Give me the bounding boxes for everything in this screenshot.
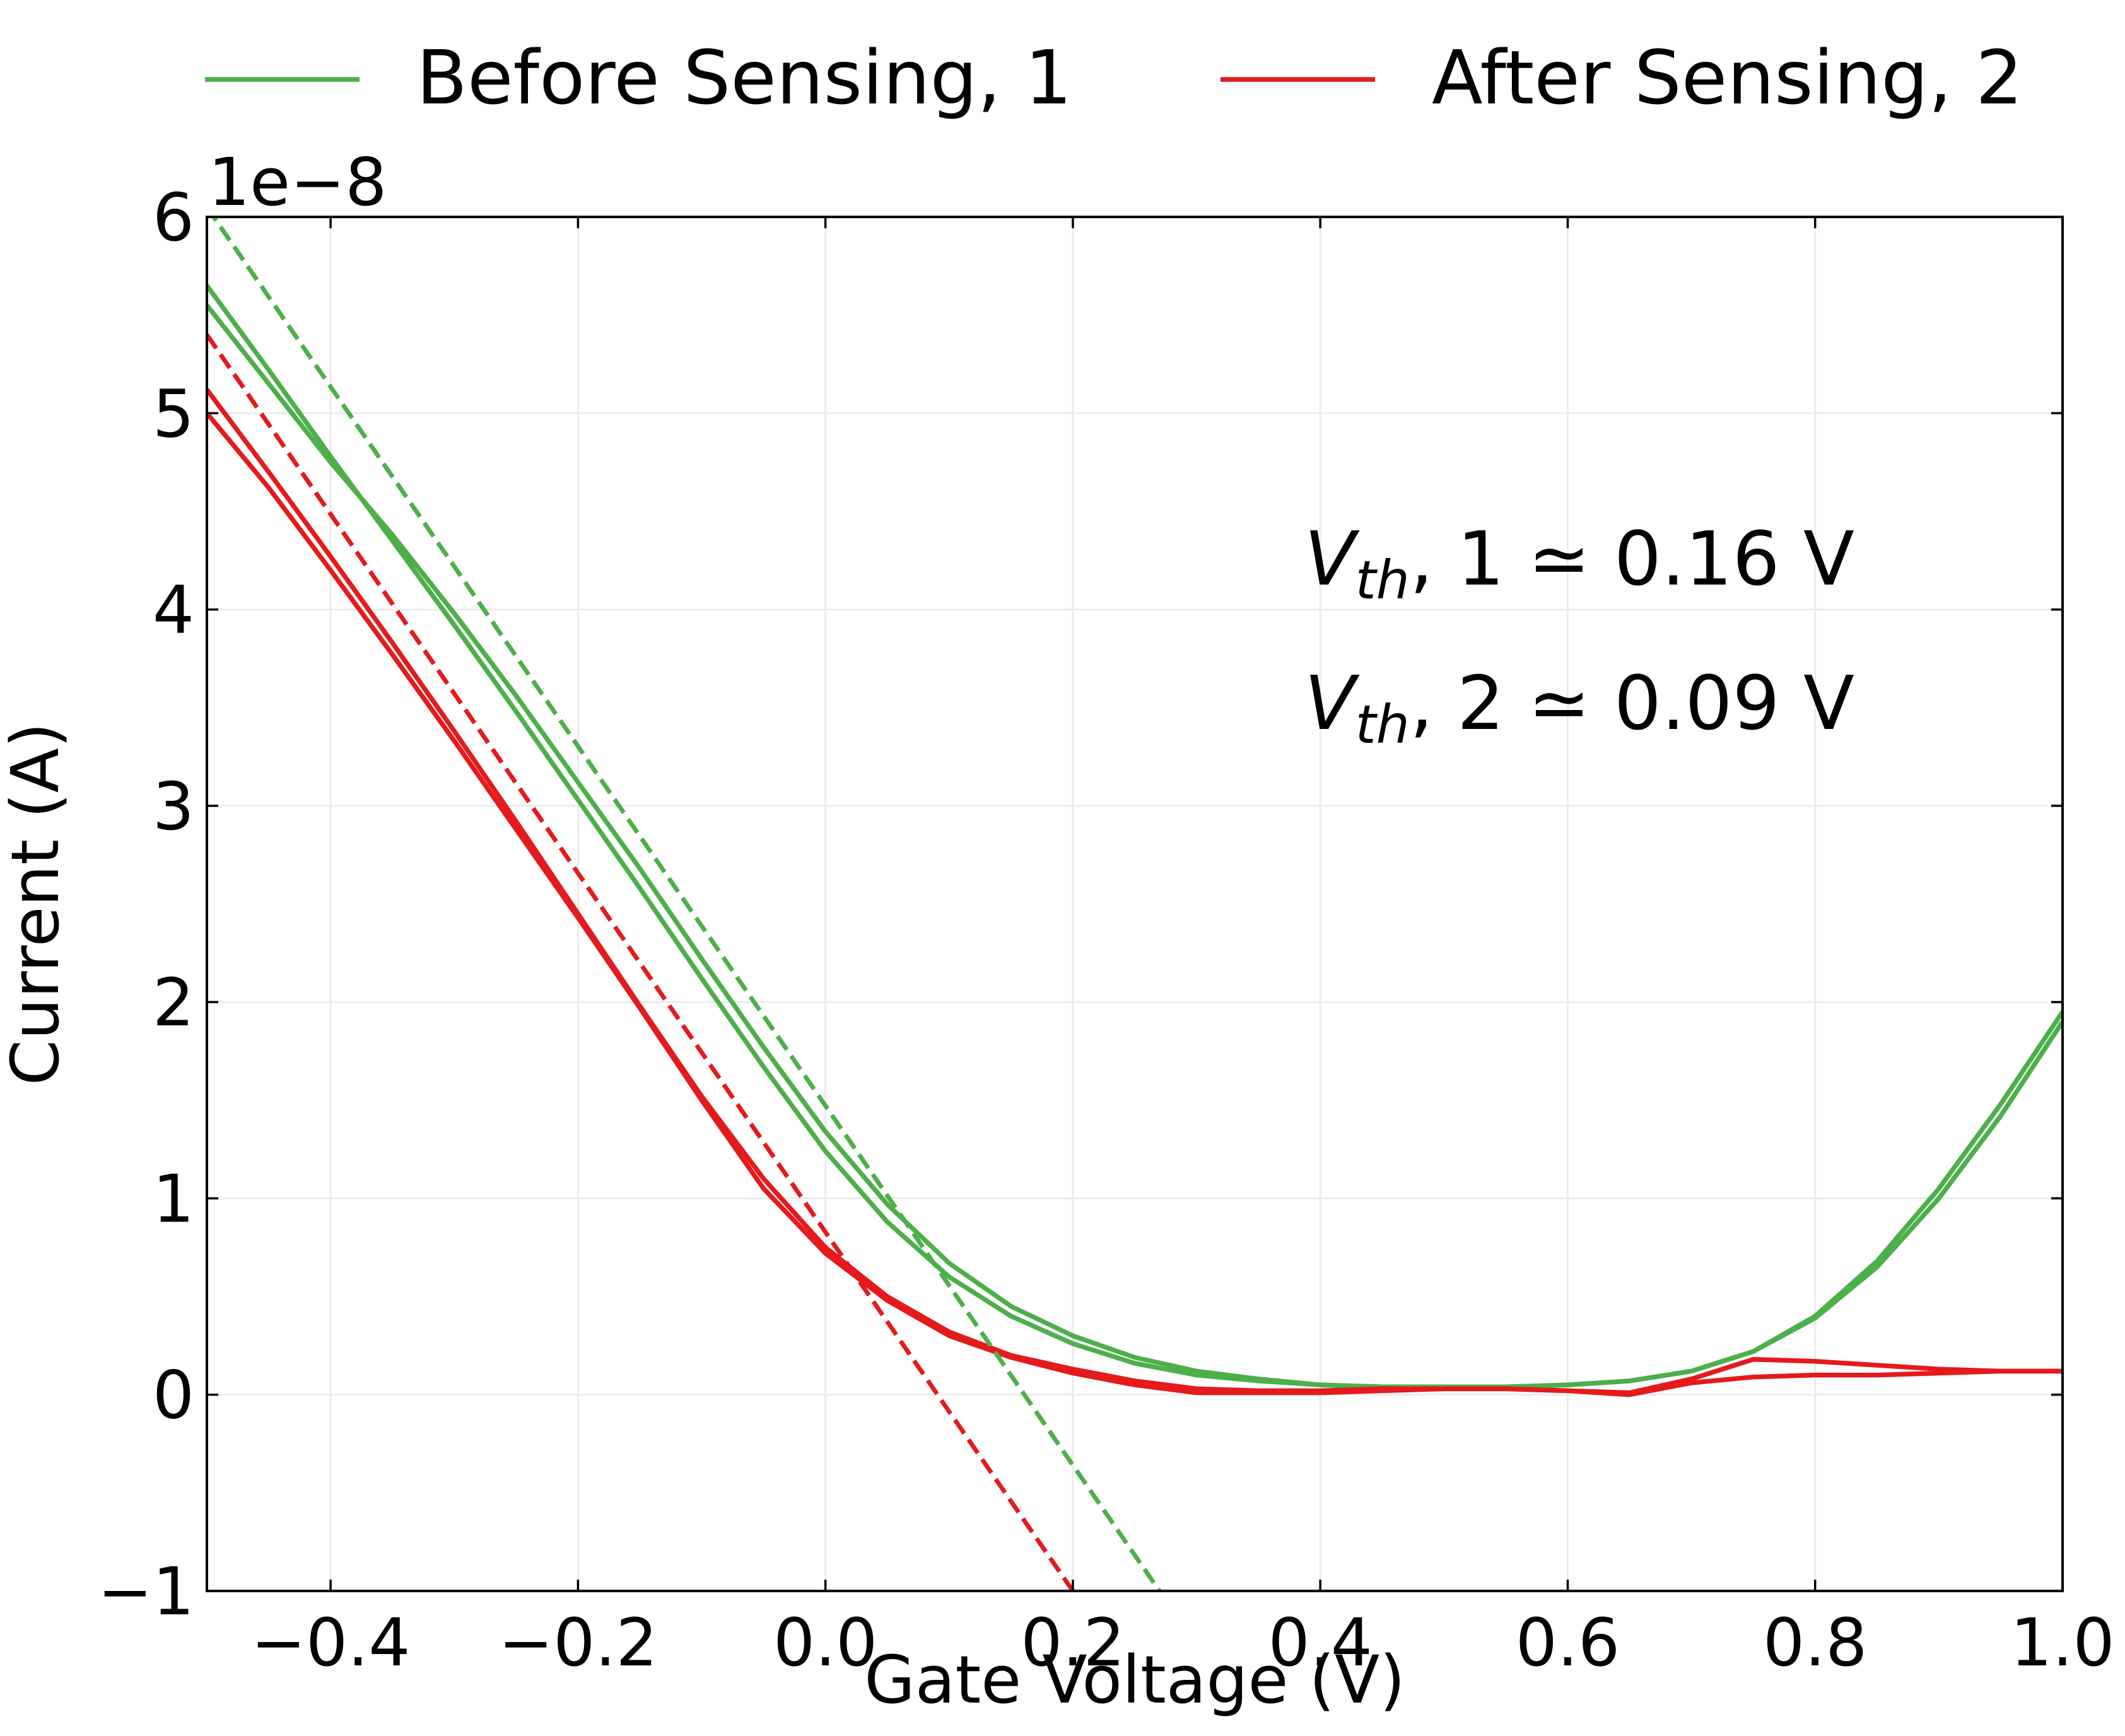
legend-label-0: Before Sensing, 1 [416, 34, 1072, 121]
y-tick-label: 3 [153, 768, 194, 845]
x-tick-label: 1.0 [2010, 1604, 2114, 1681]
x-axis-label: Gate Voltage (V) [864, 1641, 1405, 1718]
y-tick-label: 4 [153, 572, 194, 649]
series-line-2 [207, 388, 2063, 1395]
legend: Before Sensing, 1 After Sensing, 2 [205, 34, 2023, 121]
y-tick-label: 6 [153, 179, 194, 256]
ticks [207, 216, 2064, 1592]
x-tick-label: −0.2 [498, 1604, 658, 1681]
x-tick-label: 0.2 [1021, 1604, 1125, 1681]
x-tick-label: −0.4 [251, 1604, 411, 1681]
series-line-1 [207, 303, 2063, 1390]
y-offset-label: 1e−8 [208, 144, 387, 221]
plot-lines [207, 217, 2063, 1591]
series-line-3 [207, 411, 2063, 1397]
vth-annotation-0: Vth, 1 ≃ 0.16 V [1304, 515, 1854, 611]
y-tick-label: 2 [153, 964, 194, 1041]
x-tick-label: 0.0 [773, 1604, 877, 1681]
x-tick-label: 0.8 [1763, 1604, 1867, 1681]
y-axis-label: Current (A) [0, 723, 74, 1086]
y-tick-label: 1 [153, 1160, 194, 1237]
legend-label-1: After Sensing, 2 [1432, 34, 2023, 121]
series-line-4 [211, 217, 1162, 1591]
plot-frame [206, 216, 2064, 1592]
y-tick-label: 0 [153, 1357, 194, 1434]
x-tick-label: 0.6 [1516, 1604, 1620, 1681]
x-tick-label: 0.4 [1268, 1604, 1372, 1681]
y-tick-label: 5 [153, 375, 194, 452]
y-tick-label: −1 [98, 1553, 194, 1630]
grid [207, 216, 2064, 1592]
series-line-5 [207, 333, 1075, 1591]
tick-labels: −0.4 −0.2 0.0 0.2 0.4 0.6 0.8 1.0 −1 0 1 2 3 4 5 6 [98, 179, 2115, 1681]
annotations: Vth, 1 ≃ 0.16 V Vth, 2 ≃ 0.09 V [1304, 515, 1854, 755]
vth-annotation-1: Vth, 2 ≃ 0.09 V [1304, 660, 1854, 755]
